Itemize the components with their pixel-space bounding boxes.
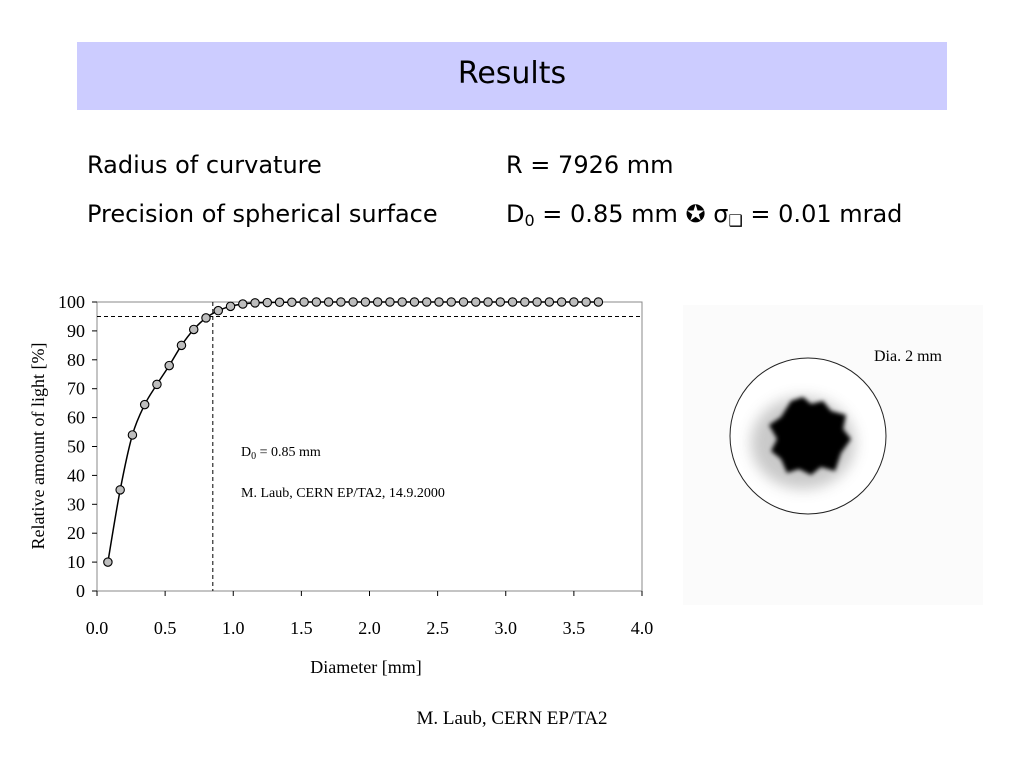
light-curve-chart: 0 10 20 30 40 50 60 70 80 90 100 0.0 0.5 1.0 1.5 2.0 2.… [28,292,654,677]
diameter-label: Dia. 2 mm [874,348,943,365]
annotation-d0-symbol: D [241,445,251,460]
y-axis: 0 10 20 30 40 50 60 70 80 90 100 [58,292,97,601]
spec-value-precision: D0 = 0.85 mm ✪ σ❑ = 0.01 mrad [506,200,902,230]
data-point [446,297,456,307]
spec-d-value: = 0.85 mm [534,200,686,228]
data-point [507,297,518,307]
data-point [520,297,530,307]
y-tick-label: 90 [67,321,85,341]
data-point [103,557,113,567]
data-point [287,297,297,308]
data-point [201,313,211,323]
beam-spot-image: Dia. 2 mm [683,305,983,605]
data-point [409,297,420,307]
x-tick-label: 0.5 [154,618,177,638]
spec-d-symbol: D [506,200,525,228]
data-point [434,297,444,307]
data-point [164,360,174,371]
x-axis-label: Diameter [mm] [310,657,421,677]
data-point [115,485,125,495]
y-tick-label: 0 [76,581,85,601]
data-point [483,297,493,307]
data-point [421,297,432,307]
x-tick-label: 0.0 [86,618,109,638]
slide-title: Results [457,56,567,91]
y-tick-label: 10 [67,552,85,572]
y-tick-label: 30 [67,494,85,514]
data-point [495,297,506,307]
x-axis: 0.0 0.5 1.0 1.5 2.0 2.5 3.0 3.5 4.0 [86,591,654,638]
spec-label-precision: Precision of spherical surface [87,200,438,228]
annotation-d0-subscript: 0 [251,451,256,462]
data-point [274,297,285,308]
annotation-d0: D0 = 0.85 mm [241,445,321,462]
x-tick-label: 1.5 [290,618,313,638]
data-point [385,297,395,307]
data-point [299,297,309,307]
data-point [360,297,371,307]
data-point [544,297,555,307]
spec-sigma-symbol: σ [705,200,729,228]
data-point [152,379,162,390]
data-point [311,297,322,307]
data-point [471,297,481,307]
light-spot [769,397,851,475]
data-point [372,297,383,307]
y-tick-label: 70 [67,379,85,399]
y-tick-label: 40 [67,465,85,485]
x-tick-label: 4.0 [631,618,654,638]
annotation-credit: M. Laub, CERN EP/TA2, 14.9.2000 [241,486,445,501]
spec-sigma-subscript: ❑ [728,211,743,230]
data-points [103,297,604,567]
x-tick-label: 2.5 [426,618,449,638]
data-point [323,297,334,307]
spec-symbol: ✪ [685,200,706,228]
data-point [581,297,591,307]
y-tick-label: 80 [67,350,85,370]
y-tick-label: 20 [67,523,85,543]
footer-credit: M. Laub, CERN EP/TA2 [416,708,608,729]
data-point [139,399,150,410]
data-point [532,297,542,307]
spec-value-radius: R = 7926 mm [506,151,674,179]
y-tick-label: 100 [58,292,85,312]
y-axis-label: Relative amount of light [%] [28,343,48,550]
x-tick-label: 1.0 [222,618,245,638]
y-tick-label: 50 [67,437,85,457]
data-point [336,297,346,307]
data-point [188,324,199,335]
data-point [569,297,579,307]
x-tick-label: 3.0 [495,618,518,638]
y-tick-label: 60 [67,408,85,428]
data-point [213,305,224,316]
data-point [593,297,604,307]
data-point [225,301,236,312]
x-tick-label: 2.0 [358,618,381,638]
data-point [458,297,469,307]
annotation-d0-value: = 0.85 mm [256,445,321,460]
title-bar: Results [77,42,947,110]
spec-sigma-value: = 0.01 mrad [742,200,903,228]
spec-d-subscript: 0 [524,211,535,230]
data-point [250,298,260,308]
x-tick-label: 3.5 [563,618,586,638]
spec-label-radius: Radius of curvature [87,151,322,179]
data-point [556,297,567,307]
data-point [397,297,407,307]
data-point [127,430,138,440]
data-point [238,299,248,309]
data-point [262,297,273,308]
data-point [176,340,187,351]
data-point [348,297,358,307]
